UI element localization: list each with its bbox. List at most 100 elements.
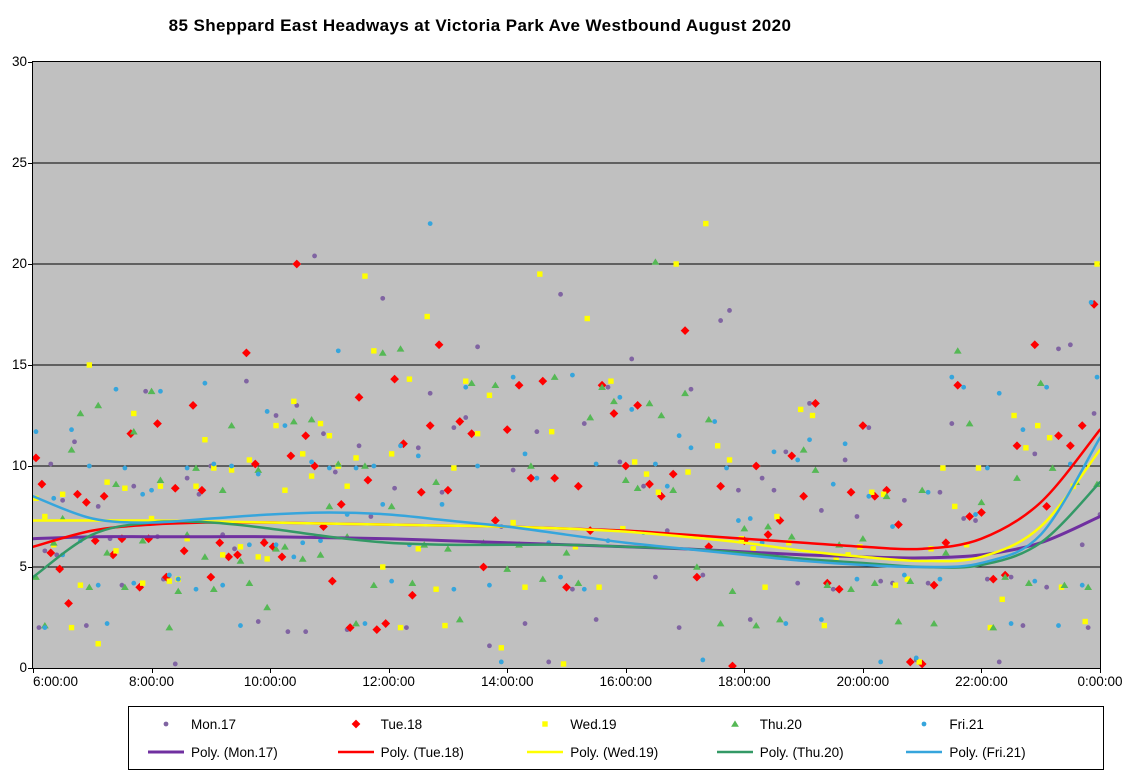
Thu.20-data-point [236,557,245,564]
legend-label-mon17: Mon.17 [191,716,237,732]
Thu.20-data-point [621,476,630,483]
Mon.17-data-point [581,421,587,426]
Fri.21-data-point [498,659,504,665]
poly-thu20-line-icon [716,750,753,754]
Fri.21-data-point [712,419,718,424]
Tue.18-data-point [37,479,47,489]
Thu.20-data-point [307,415,316,423]
Fri.21-data-point [1094,374,1100,380]
Mon.17-data-point [878,578,884,584]
Wed.19-data-point [474,430,481,437]
legend-item-mon17: Mon.17 [147,717,337,732]
Mon.17-data-point [332,469,338,475]
y-tick-label: 5 [19,559,27,574]
Wed.19-data-point [86,362,93,368]
Wed.19-data-point [344,483,350,489]
Fri.21-data-point [818,617,824,622]
Wed.19-data-point [95,641,101,647]
Thu.20-data-point [787,533,796,540]
Wed.19-data-point [219,552,226,558]
legend-label-poly-mon17: Poly. (Mon.17) [191,744,278,760]
Mon.17-data-point [244,378,249,384]
Mon.17-data-point [546,659,552,665]
legend-item-wed19: Wed.19 [526,717,716,732]
Fri.21-data-point [901,572,907,578]
Fri.21-data-point [131,580,137,586]
Wed.19-data-point [131,410,137,417]
Tue.18-data-point [434,340,444,350]
Fri.21-data-point [581,586,587,592]
Wed.19-data-point [300,451,306,457]
Fri.21-data-point [842,441,848,447]
Wed.19-data-point [264,556,270,562]
Thu.20-data-point [633,484,642,492]
Wed.19-data-point [68,624,75,631]
Thu.20-data-point [1001,573,1010,580]
Tue.18-data-point [573,481,583,491]
Mon.17-data-point [759,475,765,481]
Mon.17-data-point [664,528,670,534]
Fri.21-data-point [534,475,540,481]
Thu.20-data-point [586,413,595,421]
Fri.21-data-point [724,465,729,471]
Tue.18-data-point [233,550,242,560]
legend-item-poly-thu20: Poly. (Thu.20) [716,745,906,760]
legend-item-poly-mon17: Poly. (Mon.17) [147,745,337,760]
Tue.18-data-point [550,473,560,483]
Thu.20-data-point [201,553,209,560]
Tue.18-data-point [381,619,391,628]
Wed.19-data-point [371,348,377,354]
Tue.18-data-point [443,485,453,495]
Wed.19-data-point [892,582,899,588]
Tue.18-data-point [242,348,251,358]
Tue.18-data-point [292,259,302,269]
Mon.17-data-point [131,483,137,489]
Fri.21-data-point [415,453,421,459]
Tue.18-data-point [250,459,260,469]
Thu.20-data-point [254,466,263,473]
Wed.19-data-point [317,420,324,427]
Fri.21-data-point [211,461,217,467]
legend-label-wed19: Wed.19 [570,716,617,732]
Fri.21-data-point [282,423,288,428]
Wed.19-data-point [113,548,119,554]
Fri.21-data-point [51,495,57,501]
legend-item-tue18: Tue.18 [337,717,527,732]
Thu.20-data-point [574,579,583,586]
Tue.18-data-point [345,623,355,632]
Thu.20-data-point [67,446,76,453]
Thu.20-data-point [716,619,725,627]
Mon.17-data-point [901,497,907,503]
Fri.21-data-point [42,625,48,630]
Mon.17-data-point [842,457,848,463]
Fri.21-legend-glyph [921,721,927,727]
Fri.21-data-point [398,443,403,449]
x-tick-mark [744,669,746,673]
Wed.19-data-point [282,487,288,493]
Fri.21-data-point [961,384,967,390]
Thu.20-data-point [776,615,784,623]
y-tick-label: 10 [11,458,27,473]
Wed.19-data-point [726,457,733,463]
x-tick-mark [862,669,864,673]
Wed.19-data-point [584,315,590,322]
Tue.18-data-point [390,374,399,384]
Fri.21-data-point [113,386,119,392]
Tue.18-data-point [455,417,465,426]
tue18-marker-icon [351,719,360,729]
Tue.18-data-point [716,481,726,491]
Fri.21-data-point [326,465,332,471]
Thu.20-data-point [76,409,85,417]
Tue.18-data-point [811,398,820,408]
Thu.20-data-point [847,585,855,593]
Thu.20-data-point [192,464,200,471]
Fri.21-data-point [362,621,368,626]
legend-label-poly-tue18: Poly. (Tue.18) [380,744,464,760]
Wed.19-data-point [809,412,816,419]
Mon.17-data-point [727,308,732,313]
Thu.20-data-point [352,619,360,627]
Wed.19-data-point [451,465,457,471]
Wed.19-data-point [380,564,386,570]
Mon.17-data-point [818,508,824,513]
Thu.20-data-point [467,379,476,386]
